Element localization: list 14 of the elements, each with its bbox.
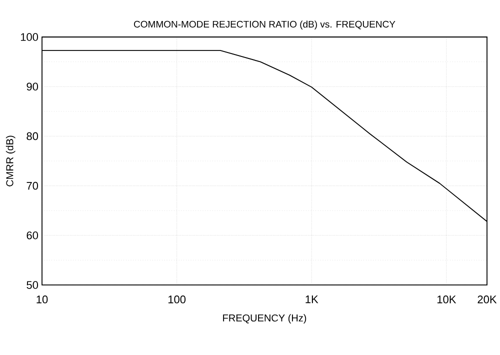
x-tick-label: 10 bbox=[36, 296, 48, 304]
y-tick-label: 50 bbox=[26, 281, 38, 289]
x-tick-label: 10K bbox=[437, 296, 456, 304]
y-tick-label: 90 bbox=[26, 82, 38, 90]
x-tick-label: 1K bbox=[306, 296, 318, 304]
x-axis-title: FREQUENCY (Hz) bbox=[223, 314, 306, 324]
y-tick-label: 100 bbox=[20, 33, 38, 41]
y-tick-label: 60 bbox=[26, 232, 38, 240]
y-axis-title: CMRR (dB) bbox=[6, 136, 16, 186]
chart-title: COMMON-MODE REJECTION RATIO (dB) vs. FREQUENCY bbox=[134, 20, 396, 30]
x-tick-label: 100 bbox=[168, 296, 186, 304]
x-tick-label: 20K bbox=[478, 296, 497, 304]
y-tick-label: 70 bbox=[26, 182, 38, 190]
y-tick-label: 80 bbox=[26, 132, 38, 140]
